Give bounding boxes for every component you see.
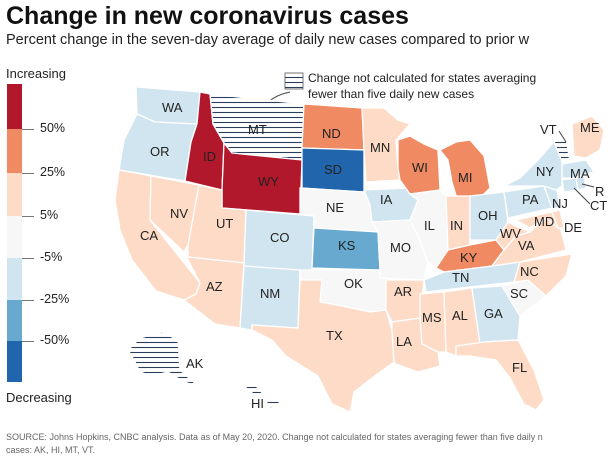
- state-label-pa: PA: [522, 192, 539, 207]
- legend-swatch-dark-blue: [7, 341, 22, 382]
- state-label-nd: ND: [322, 126, 341, 141]
- source-note: SOURCE: Johns Hopkins, CNBC analysis. Da…: [6, 431, 606, 457]
- legend-swatch-light-blue: [7, 258, 22, 300]
- state-wv: [495, 221, 532, 252]
- state-fl: [455, 339, 545, 411]
- state-label-mn: MN: [370, 140, 390, 155]
- legend-tick-label: 5%: [40, 208, 59, 222]
- page-subtitle: Percent change in the seven-day average …: [6, 32, 530, 48]
- state-label-ca: CA: [140, 228, 158, 243]
- state-label-va: VA: [518, 238, 535, 253]
- state-label-ne: NE: [326, 200, 344, 215]
- us-map: WA OR CA NV ID MT WY UT AZ CO NM ND SD NE KS OK TX MN IA MO…: [114, 72, 607, 413]
- state-label-or: OR: [150, 144, 170, 159]
- state-label-tx: TX: [326, 328, 343, 343]
- callout-line-ct: [573, 187, 591, 205]
- state-tx: [251, 279, 395, 413]
- state-label-ar: AR: [394, 284, 412, 299]
- legend-tick-mark: [22, 129, 34, 130]
- state-label-hi: HI: [251, 396, 264, 411]
- legend-swatch-orange: [7, 129, 22, 173]
- legend-swatch-dark-red: [7, 84, 22, 129]
- legend-swatch-neutral: [7, 216, 22, 258]
- state-il: [408, 189, 449, 269]
- state-label-ms: MS: [422, 310, 442, 325]
- state-label-ga: GA: [484, 306, 503, 321]
- state-label-de: DE: [564, 220, 582, 235]
- legend-swatch-light-peach: [7, 173, 22, 216]
- legend-tick-mark: [22, 300, 34, 301]
- legend-tick-label: -5%: [40, 250, 63, 264]
- legend-tick-mark: [22, 173, 34, 174]
- legend-top-label: Increasing: [6, 66, 66, 81]
- state-label-fl: FL: [512, 360, 527, 375]
- legend-tick-mark: [22, 216, 34, 217]
- state-label-sc: SC: [510, 286, 528, 301]
- state-label-nj: NJ: [552, 196, 568, 211]
- state-label-nc: NC: [520, 264, 539, 279]
- legend-swatch-mid-blue: [7, 300, 22, 341]
- callout-line-vt: [558, 130, 567, 143]
- state-label-wa: WA: [162, 100, 183, 115]
- legend-tick-label: 50%: [40, 121, 66, 135]
- state-label-ks: KS: [338, 238, 356, 253]
- state-de: [551, 209, 565, 229]
- state-label-ia: IA: [380, 192, 393, 207]
- state-me: [571, 115, 605, 159]
- callout-line-ri: [581, 183, 595, 188]
- state-label-nv: NV: [170, 206, 188, 221]
- state-label-ky: KY: [460, 250, 478, 265]
- state-label-la: LA: [396, 334, 412, 349]
- state-label-wy: WY: [258, 174, 279, 189]
- state-label-il: IL: [424, 218, 435, 233]
- state-label-mt: MT: [248, 122, 267, 137]
- state-label-sd: SD: [324, 162, 342, 177]
- state-hi: [242, 383, 284, 409]
- state-label-mi: MI: [458, 170, 472, 185]
- state-label-al: AL: [452, 308, 468, 323]
- legend-tick-label: -25%: [40, 292, 70, 306]
- state-label-mo: MO: [390, 240, 411, 255]
- state-nv: [149, 175, 200, 254]
- state-label-oh: OH: [478, 208, 498, 223]
- state-label-ri: R: [595, 184, 604, 199]
- note-hatch-swatch: [284, 72, 304, 90]
- state-vt: [553, 137, 571, 163]
- state-ak: [127, 331, 199, 387]
- state-label-nm: NM: [260, 286, 280, 301]
- legend-tick-label: -50%: [40, 333, 70, 347]
- legend-tick-mark: [22, 341, 34, 342]
- legend-bottom-label: Decreasing: [6, 390, 72, 405]
- not-calculated-note: Change not calculated for states averagi…: [308, 71, 537, 101]
- state-label-ak: AK: [186, 356, 204, 371]
- state-label-me: ME: [580, 120, 600, 135]
- source-line-1: SOURCE: Johns Hopkins, CNBC analysis. Da…: [6, 432, 543, 442]
- state-label-ct: CT: [590, 198, 607, 213]
- state-label-az: AZ: [206, 279, 223, 294]
- state-ma: [561, 159, 596, 179]
- state-label-ut: UT: [216, 216, 233, 231]
- state-label-wv: WV: [500, 226, 521, 241]
- state-label-ma: MA: [570, 166, 590, 181]
- legend-tick-mark: [22, 258, 34, 259]
- page-title: Change in new coronavirus cases: [6, 2, 409, 30]
- state-label-vt: VT: [540, 122, 557, 137]
- state-label-tn: TN: [452, 270, 469, 285]
- state-label-md: MD: [534, 214, 554, 229]
- state-label-wi: WI: [412, 160, 428, 175]
- legend-tick-label: 25%: [40, 165, 66, 179]
- state-md: [514, 211, 560, 231]
- state-mn: [361, 107, 412, 183]
- state-label-ok: OK: [344, 276, 363, 291]
- state-ri: [575, 175, 587, 191]
- source-line-2: cases: AK, HI, MT, VT.: [6, 445, 96, 455]
- legend-color-bar: [7, 84, 22, 382]
- state-label-id: ID: [203, 149, 216, 164]
- state-label-in: IN: [450, 218, 463, 233]
- state-label-co: CO: [270, 230, 290, 245]
- state-label-ny: NY: [536, 164, 554, 179]
